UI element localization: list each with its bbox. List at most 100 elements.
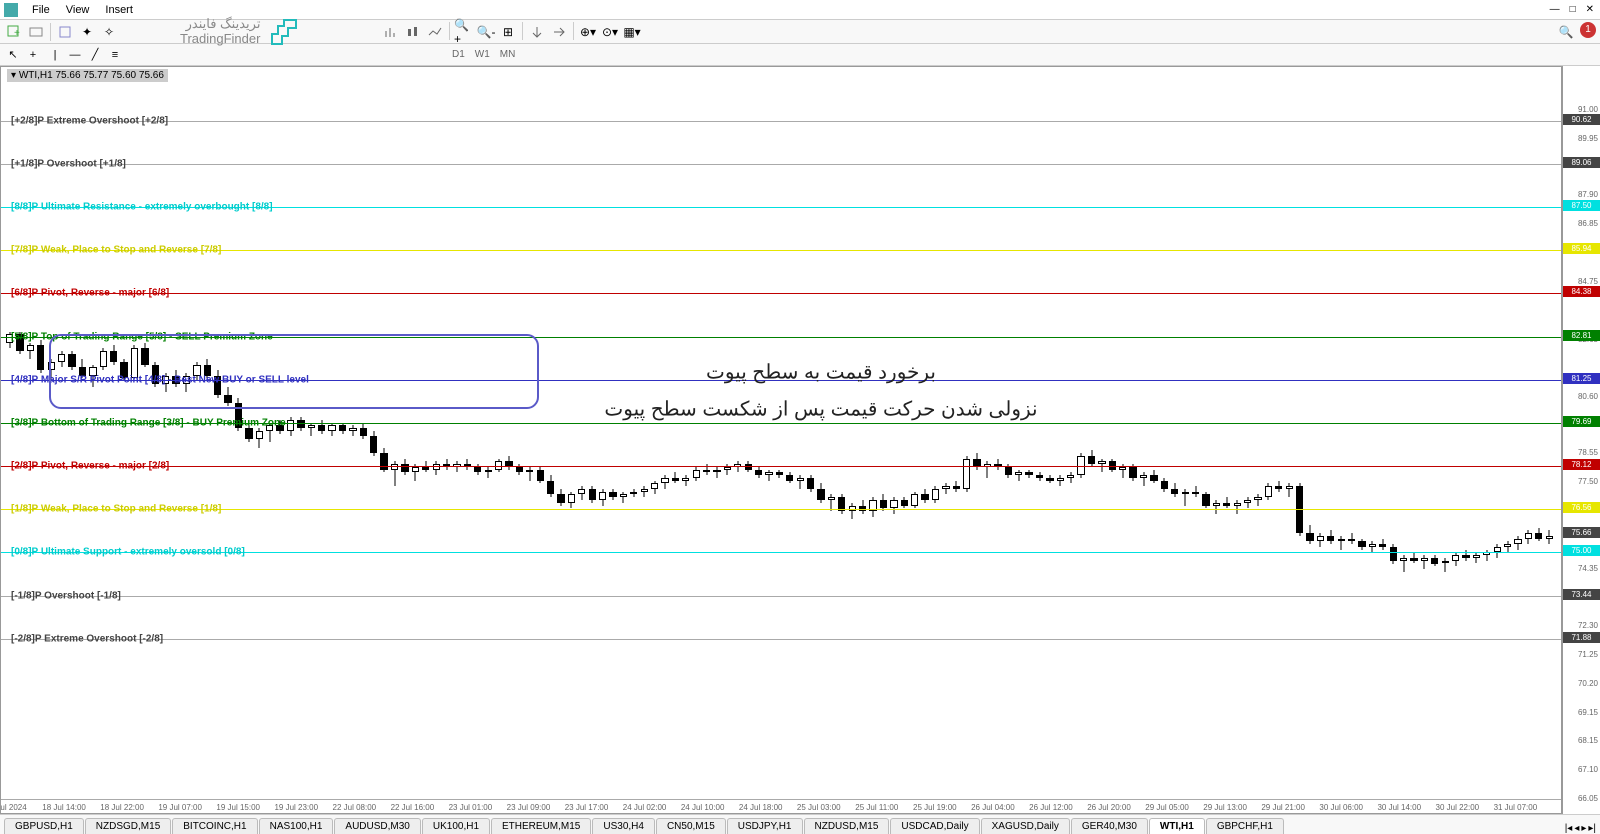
chart-tab[interactable]: CN50,M15 <box>656 818 726 834</box>
market-watch-button[interactable] <box>55 22 75 42</box>
price-badge: 84.38 <box>1563 286 1600 297</box>
maximize-button[interactable]: □ <box>1568 4 1578 15</box>
murrey-line <box>1 121 1561 122</box>
price-badge: 81.25 <box>1563 373 1600 384</box>
price-badge: 85.94 <box>1563 243 1600 254</box>
price-badge: 75.66 <box>1563 527 1600 538</box>
app-icon <box>4 3 18 17</box>
price-tick: 84.75 <box>1578 277 1598 286</box>
main-toolbar: + ✦ ✧ تریدینگ فایندر TradingFinder 🔍+ 🔍-… <box>0 20 1600 44</box>
search-button[interactable]: 🔍 <box>1556 22 1576 42</box>
time-tick: 25 Jul 03:00 <box>797 803 841 812</box>
chart-tab[interactable]: XAGUSD,Daily <box>981 818 1070 834</box>
chart-tab[interactable]: ETHEREUM,M15 <box>491 818 591 834</box>
autoscroll-button[interactable] <box>549 22 569 42</box>
chart-tab[interactable]: NZDUSD,M15 <box>804 818 890 834</box>
tab-prev[interactable]: ◂ <box>1574 823 1579 834</box>
time-tick: 25 Jul 11:00 <box>855 803 898 812</box>
price-tick: 68.15 <box>1578 736 1598 745</box>
price-tick: 89.95 <box>1578 134 1598 143</box>
murrey-line <box>1 596 1561 597</box>
crosshair-button[interactable]: + <box>24 46 42 64</box>
time-tick: 19 Jul 15:00 <box>216 803 260 812</box>
cursor-button[interactable]: ↖ <box>4 46 22 64</box>
tf-d1[interactable]: D1 <box>448 48 469 61</box>
price-tick: 69.15 <box>1578 708 1598 717</box>
hline-button[interactable]: — <box>66 46 84 64</box>
tab-next[interactable]: ▸ <box>1581 823 1586 834</box>
indicators-button[interactable]: ⊕▾ <box>578 22 598 42</box>
chart-tab[interactable]: USDJPY,H1 <box>727 818 803 834</box>
price-tick: 78.55 <box>1578 448 1598 457</box>
profiles-button[interactable] <box>26 22 46 42</box>
price-tick: 87.90 <box>1578 190 1598 199</box>
tab-first[interactable]: |◂ <box>1565 823 1573 834</box>
chart-area[interactable]: ▾ WTI,H1 75.66 75.77 75.60 75.66 18 Jul … <box>0 66 1562 814</box>
periods-button[interactable]: ⊙▾ <box>600 22 620 42</box>
murrey-label: [6/8]P Pivot, Reverse - major [6/8] <box>11 288 169 299</box>
tf-mn[interactable]: MN <box>496 48 520 61</box>
shift-button[interactable] <box>527 22 547 42</box>
time-tick: 24 Jul 10:00 <box>681 803 725 812</box>
annotation-text: نزولی شدن حرکت قیمت پس از شکست سطح پیوت <box>604 397 1037 422</box>
chart-tab[interactable]: USDCAD,Daily <box>890 818 979 834</box>
chart-tab[interactable]: GBPCHF,H1 <box>1206 818 1284 834</box>
menu-file[interactable]: File <box>24 2 58 18</box>
tab-nav: |◂ ◂ ▸ ▸| <box>1565 823 1596 834</box>
murrey-line <box>1 509 1561 510</box>
murrey-label: [-2/8]P Extreme Overshoot [-2/8] <box>11 633 163 644</box>
vline-button[interactable]: | <box>46 46 64 64</box>
notification-badge[interactable]: 1 <box>1580 22 1596 38</box>
chart-tab-bar: GBPUSD,H1NZDSGD,M15BITCOINC,H1NAS100,H1A… <box>0 814 1600 834</box>
chart-tab[interactable]: BITCOINC,H1 <box>172 818 257 834</box>
time-tick: 31 Jul 07:00 <box>1494 803 1538 812</box>
logo: تریدینگ فایندر TradingFinder <box>180 16 300 48</box>
price-badge: 71.88 <box>1563 632 1600 643</box>
tile-button[interactable]: ⊞ <box>498 22 518 42</box>
price-tick: 71.25 <box>1578 650 1598 659</box>
zoom-in-button[interactable]: 🔍+ <box>454 22 474 42</box>
templates-button[interactable]: ▦▾ <box>622 22 642 42</box>
line-chart-button[interactable] <box>425 22 445 42</box>
chart-tab[interactable]: GBPUSD,H1 <box>4 818 84 834</box>
time-tick: 25 Jul 19:00 <box>913 803 957 812</box>
murrey-line <box>1 164 1561 165</box>
navigator-button[interactable]: ✦ <box>77 22 97 42</box>
chart-tab[interactable]: NZDSGD,M15 <box>85 818 171 834</box>
time-tick: 26 Jul 20:00 <box>1087 803 1131 812</box>
logo-line2: TradingFinder <box>180 32 260 46</box>
chart-tab[interactable]: AUDUSD,M30 <box>334 818 420 834</box>
murrey-line <box>1 293 1561 294</box>
murrey-label: [0/8]P Ultimate Support - extremely over… <box>11 547 245 558</box>
menu-insert[interactable]: Insert <box>97 2 141 18</box>
time-tick: 19 Jul 07:00 <box>158 803 202 812</box>
fib-button[interactable]: ≡ <box>106 46 124 64</box>
annotation-text: برخورد قیمت به سطح پیوت <box>706 360 936 385</box>
candle-chart-button[interactable] <box>403 22 423 42</box>
murrey-label: [+2/8]P Extreme Overshoot [+2/8] <box>11 116 168 127</box>
close-button[interactable]: ✕ <box>1584 4 1596 15</box>
zoom-out-button[interactable]: 🔍- <box>476 22 496 42</box>
time-tick: 22 Jul 08:00 <box>333 803 377 812</box>
time-tick: 30 Jul 22:00 <box>1436 803 1480 812</box>
murrey-label: [7/8]P Weak, Place to Stop and Reverse [… <box>11 245 221 256</box>
chart-tab[interactable]: WTI,H1 <box>1149 818 1205 834</box>
svg-text:+: + <box>14 28 20 39</box>
menu-view[interactable]: View <box>58 2 98 18</box>
chart-tab[interactable]: NAS100,H1 <box>259 818 334 834</box>
price-tick: 67.10 <box>1578 765 1598 774</box>
chart-container: ▾ WTI,H1 75.66 75.77 75.60 75.66 18 Jul … <box>0 66 1600 814</box>
data-window-button[interactable]: ✧ <box>99 22 119 42</box>
tab-last[interactable]: ▸| <box>1588 823 1596 834</box>
tf-w1[interactable]: W1 <box>471 48 494 61</box>
price-badge: 76.56 <box>1563 502 1600 513</box>
price-tick: 70.20 <box>1578 679 1598 688</box>
chart-tab[interactable]: GER40,M30 <box>1071 818 1148 834</box>
new-chart-button[interactable]: + <box>4 22 24 42</box>
time-tick: 22 Jul 16:00 <box>391 803 435 812</box>
bar-chart-button[interactable] <box>381 22 401 42</box>
trendline-button[interactable]: ╱ <box>86 46 104 64</box>
chart-tab[interactable]: UK100,H1 <box>422 818 490 834</box>
minimize-button[interactable]: — <box>1548 4 1562 15</box>
chart-tab[interactable]: US30,H4 <box>592 818 655 834</box>
